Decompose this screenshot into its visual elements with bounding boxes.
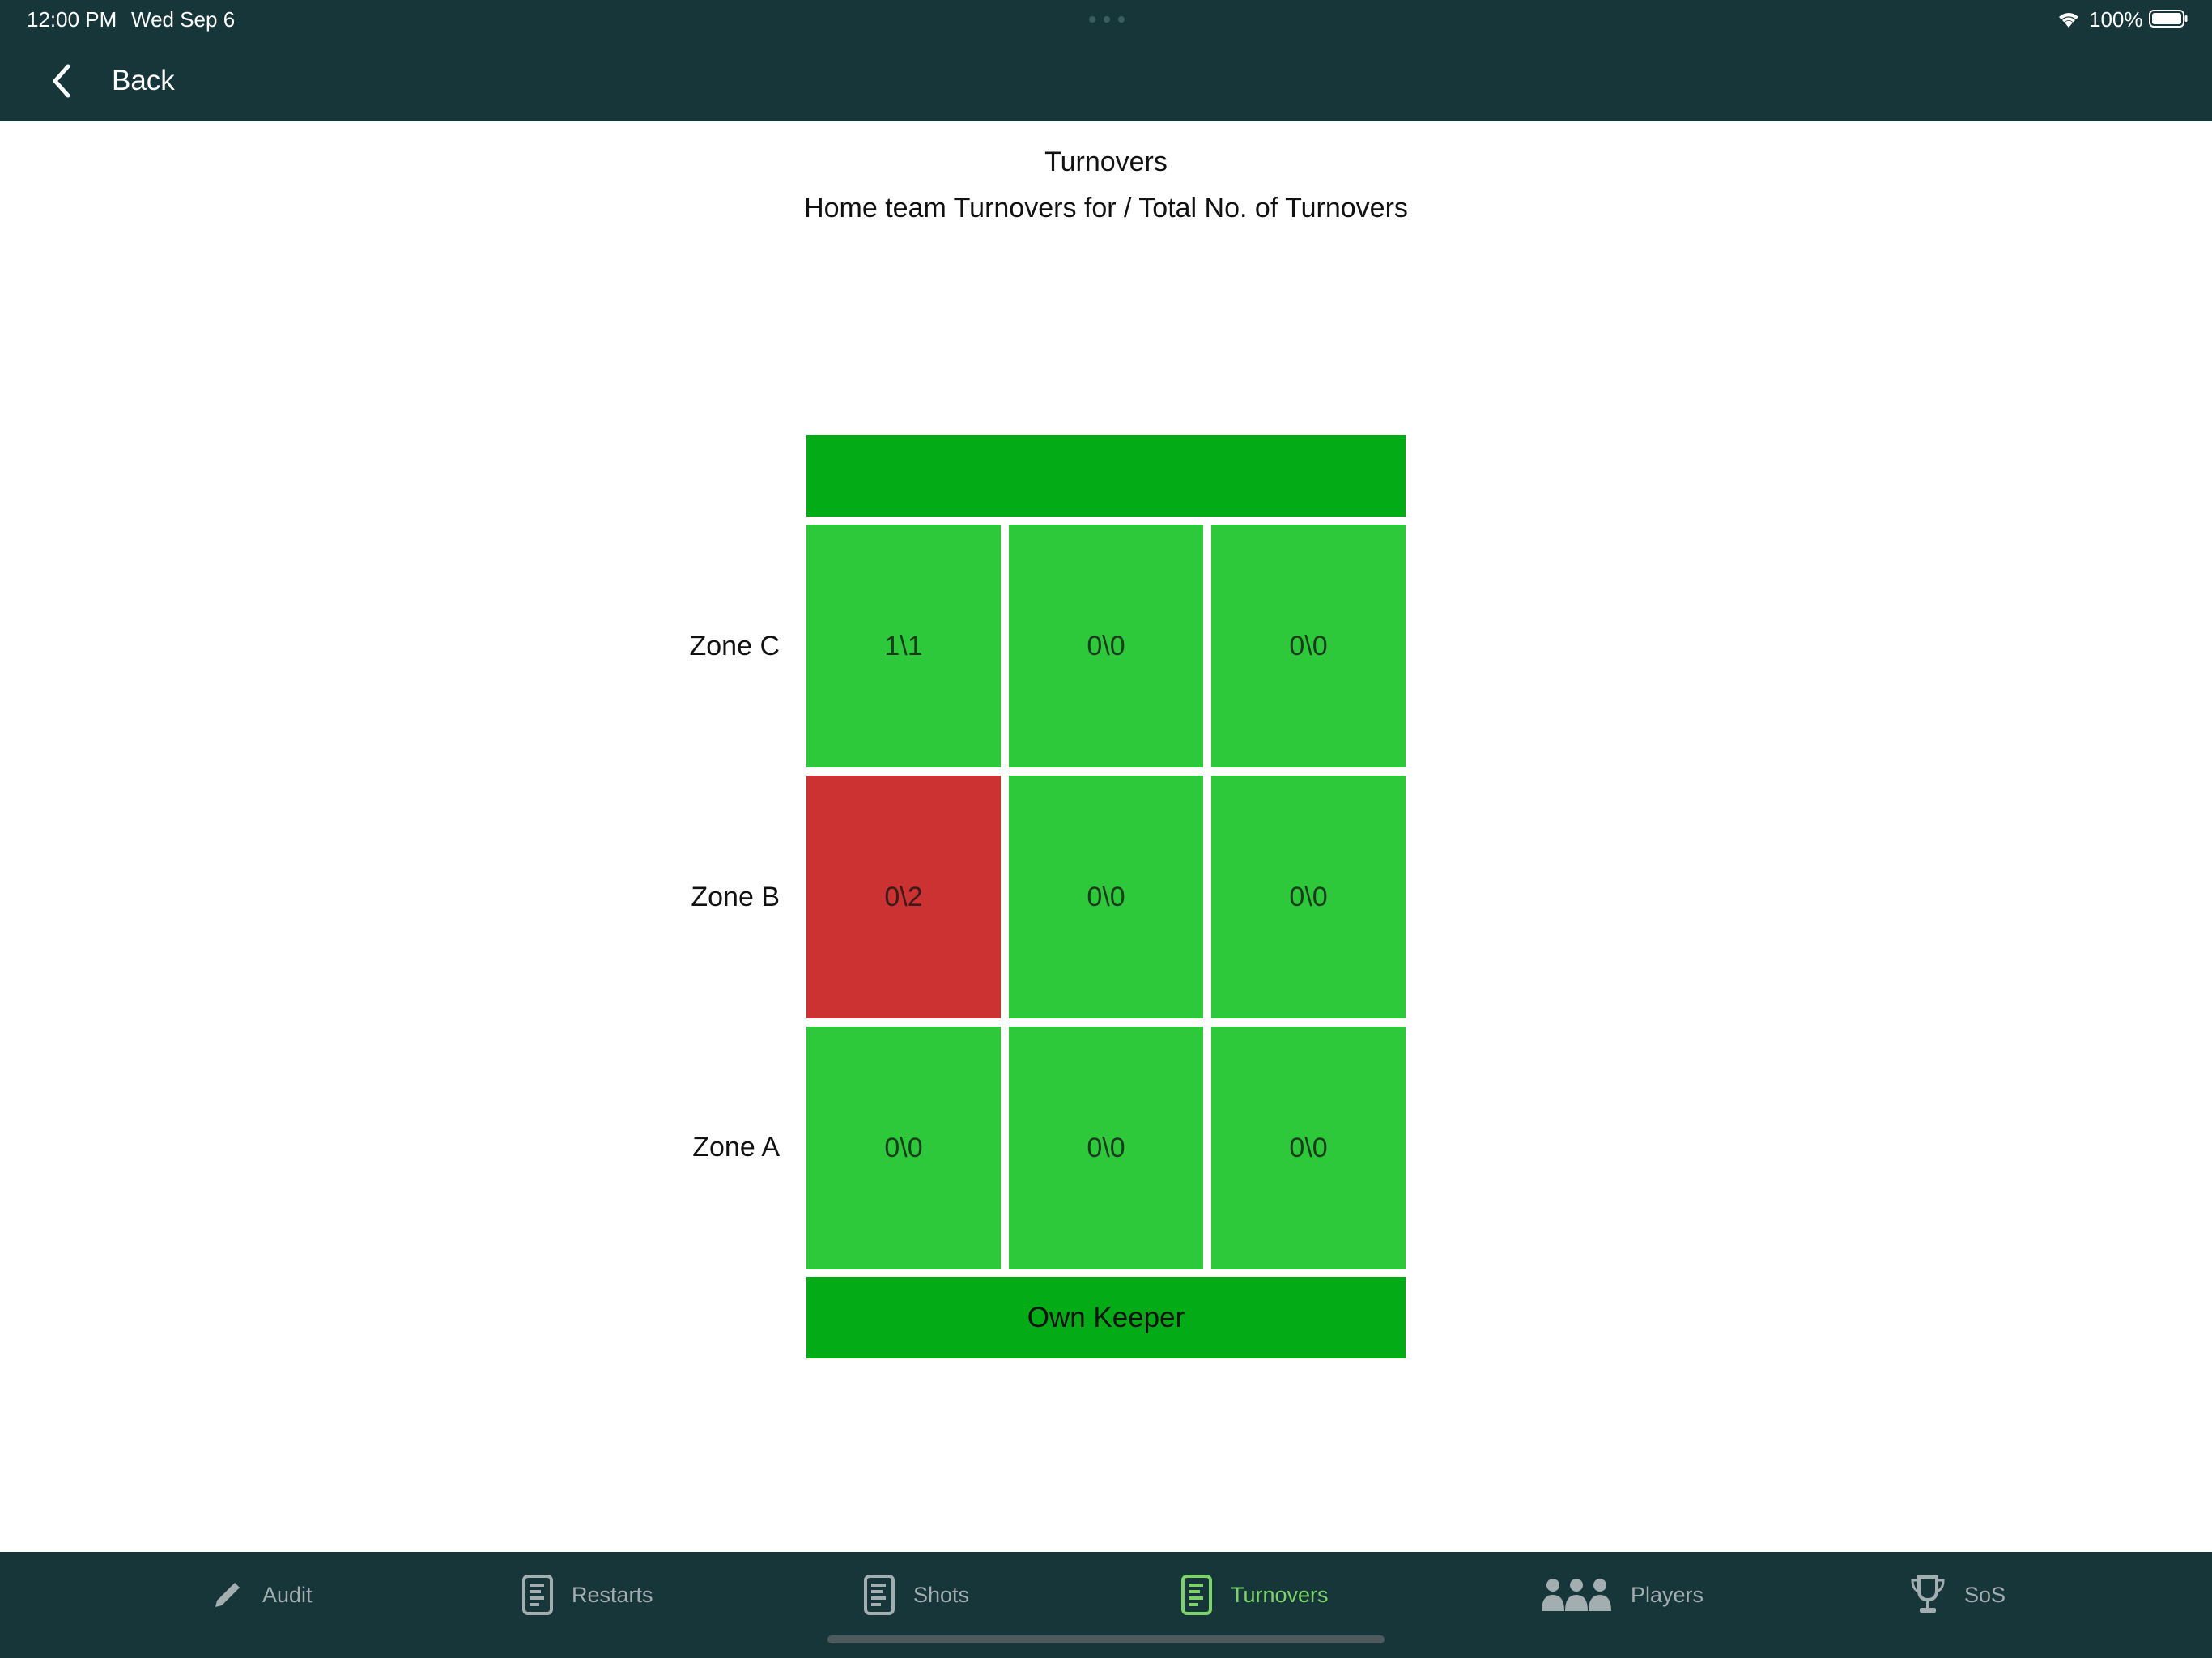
back-label: Back bbox=[112, 65, 175, 96]
tab-label: Players bbox=[1631, 1582, 1704, 1607]
navigation-bar: 12:00 PM Wed Sep 6 100% Back bbox=[0, 0, 2212, 121]
zone-c-cell-3[interactable]: 0\0 bbox=[1211, 525, 1406, 767]
zone-label-c: Zone C bbox=[689, 631, 781, 661]
zone-a-cell-1[interactable]: 0\0 bbox=[806, 1027, 1001, 1269]
wifi-icon bbox=[2059, 13, 2078, 28]
tab-label: Restarts bbox=[572, 1582, 653, 1607]
document-icon bbox=[522, 1575, 553, 1615]
people-icon bbox=[1542, 1579, 1611, 1611]
battery-percentage: 100% bbox=[2089, 7, 2143, 32]
zone-b-cell-2[interactable]: 0\0 bbox=[1009, 776, 1203, 1018]
tab-sos[interactable]: SoS bbox=[1909, 1571, 2006, 1619]
page-title: Turnovers bbox=[1044, 147, 1168, 177]
tab-label: Shots bbox=[913, 1582, 970, 1607]
trophy-icon bbox=[1911, 1575, 1945, 1613]
tab-shots[interactable]: Shots bbox=[863, 1571, 969, 1619]
tab-label: Turnovers bbox=[1231, 1582, 1329, 1607]
zone-b-cell-1[interactable]: 0\2 bbox=[806, 776, 1001, 1018]
zone-label-b: Zone B bbox=[691, 882, 780, 912]
zone-label-a: Zone A bbox=[692, 1132, 780, 1163]
home-indicator[interactable] bbox=[827, 1635, 1385, 1643]
zone-b-cell-3[interactable]: 0\0 bbox=[1211, 776, 1406, 1018]
zone-a-cell-3[interactable]: 0\0 bbox=[1211, 1027, 1406, 1269]
tab-turnovers[interactable]: Turnovers bbox=[1180, 1571, 1329, 1619]
opposition-goal-bar bbox=[806, 435, 1406, 517]
pencil-icon bbox=[215, 1583, 240, 1607]
battery-icon bbox=[2149, 10, 2188, 28]
back-button[interactable]: Back bbox=[45, 55, 175, 107]
tab-label: SoS bbox=[1964, 1582, 2006, 1607]
tab-players[interactable]: Players bbox=[1540, 1571, 1704, 1619]
zone-c-cell-1[interactable]: 1\1 bbox=[806, 525, 1001, 767]
tab-restarts[interactable]: Restarts bbox=[521, 1571, 653, 1619]
chevron-left-icon bbox=[53, 64, 70, 98]
multitasking-dots-icon[interactable] bbox=[1089, 16, 1125, 23]
page-subtitle: Home team Turnovers for / Total No. of T… bbox=[804, 193, 1408, 223]
tab-audit[interactable]: Audit bbox=[211, 1571, 313, 1619]
status-time: 12:00 PM bbox=[27, 7, 117, 32]
document-icon bbox=[864, 1575, 895, 1615]
zone-c-cell-2[interactable]: 0\0 bbox=[1009, 525, 1203, 767]
own-keeper-bar: Own Keeper bbox=[806, 1277, 1406, 1358]
document-icon bbox=[1181, 1575, 1212, 1615]
zone-a-cell-2[interactable]: 0\0 bbox=[1009, 1027, 1203, 1269]
tab-label: Audit bbox=[262, 1582, 313, 1607]
status-date: Wed Sep 6 bbox=[131, 7, 236, 32]
